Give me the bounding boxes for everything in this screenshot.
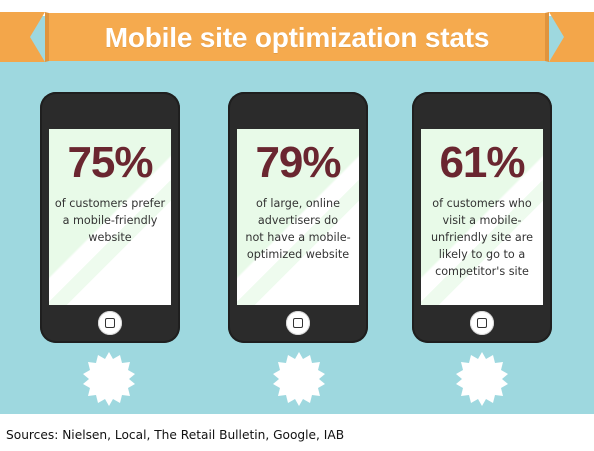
desc-line: unfriendly site are	[430, 231, 534, 244]
home-button-2	[286, 311, 310, 335]
desc-line: optimized website	[246, 248, 350, 261]
phone-card-1: 75% of customers prefer a mobile-friendl…	[40, 92, 180, 343]
square-icon	[293, 318, 303, 328]
square-icon	[477, 318, 487, 328]
home-button-3	[470, 311, 494, 335]
stat-description-1: of customers prefer a mobile-friendly we…	[54, 195, 166, 246]
square-icon	[105, 318, 115, 328]
gear-icon	[456, 352, 508, 406]
page-title: Mobile site optimization stats	[104, 22, 490, 53]
desc-line: likely to go to a	[438, 248, 526, 261]
desc-line: a mobile-friendly	[62, 214, 158, 227]
desc-line: advertisers do	[257, 214, 339, 227]
phone-screen-3: 61% of customers who visit a mobile- unf…	[421, 129, 543, 305]
title-ribbon	[0, 0, 594, 80]
desc-line: of customers prefer	[54, 197, 166, 210]
stat-value-1: 75%	[67, 138, 153, 187]
desc-line: not have a mobile-	[245, 231, 351, 244]
phone-card-3: 61% of customers who visit a mobile- unf…	[412, 92, 552, 343]
desc-line: of customers who	[432, 197, 532, 210]
phone-screen-1: 75% of customers prefer a mobile-friendl…	[49, 129, 171, 305]
sources-text: Sources: Nielsen, Local, The Retail Bull…	[6, 428, 345, 442]
stat-value-3: 61%	[439, 138, 525, 187]
stat-value-2: 79%	[255, 138, 341, 187]
desc-line: website	[88, 231, 132, 244]
phone-card-2: 79% of large, online advertisers do not …	[228, 92, 368, 343]
stat-description-2: of large, online advertisers do not have…	[242, 195, 354, 263]
phone-screen-2: 79% of large, online advertisers do not …	[237, 129, 359, 305]
stat-description-3: of customers who visit a mobile- unfrien…	[426, 195, 538, 280]
desc-line: of large, online	[256, 197, 340, 210]
gear-icon	[83, 352, 135, 406]
desc-line: visit a mobile-	[442, 214, 522, 227]
desc-line: competitor's site	[435, 265, 529, 278]
home-button-1	[98, 311, 122, 335]
gear-icon	[273, 352, 325, 406]
